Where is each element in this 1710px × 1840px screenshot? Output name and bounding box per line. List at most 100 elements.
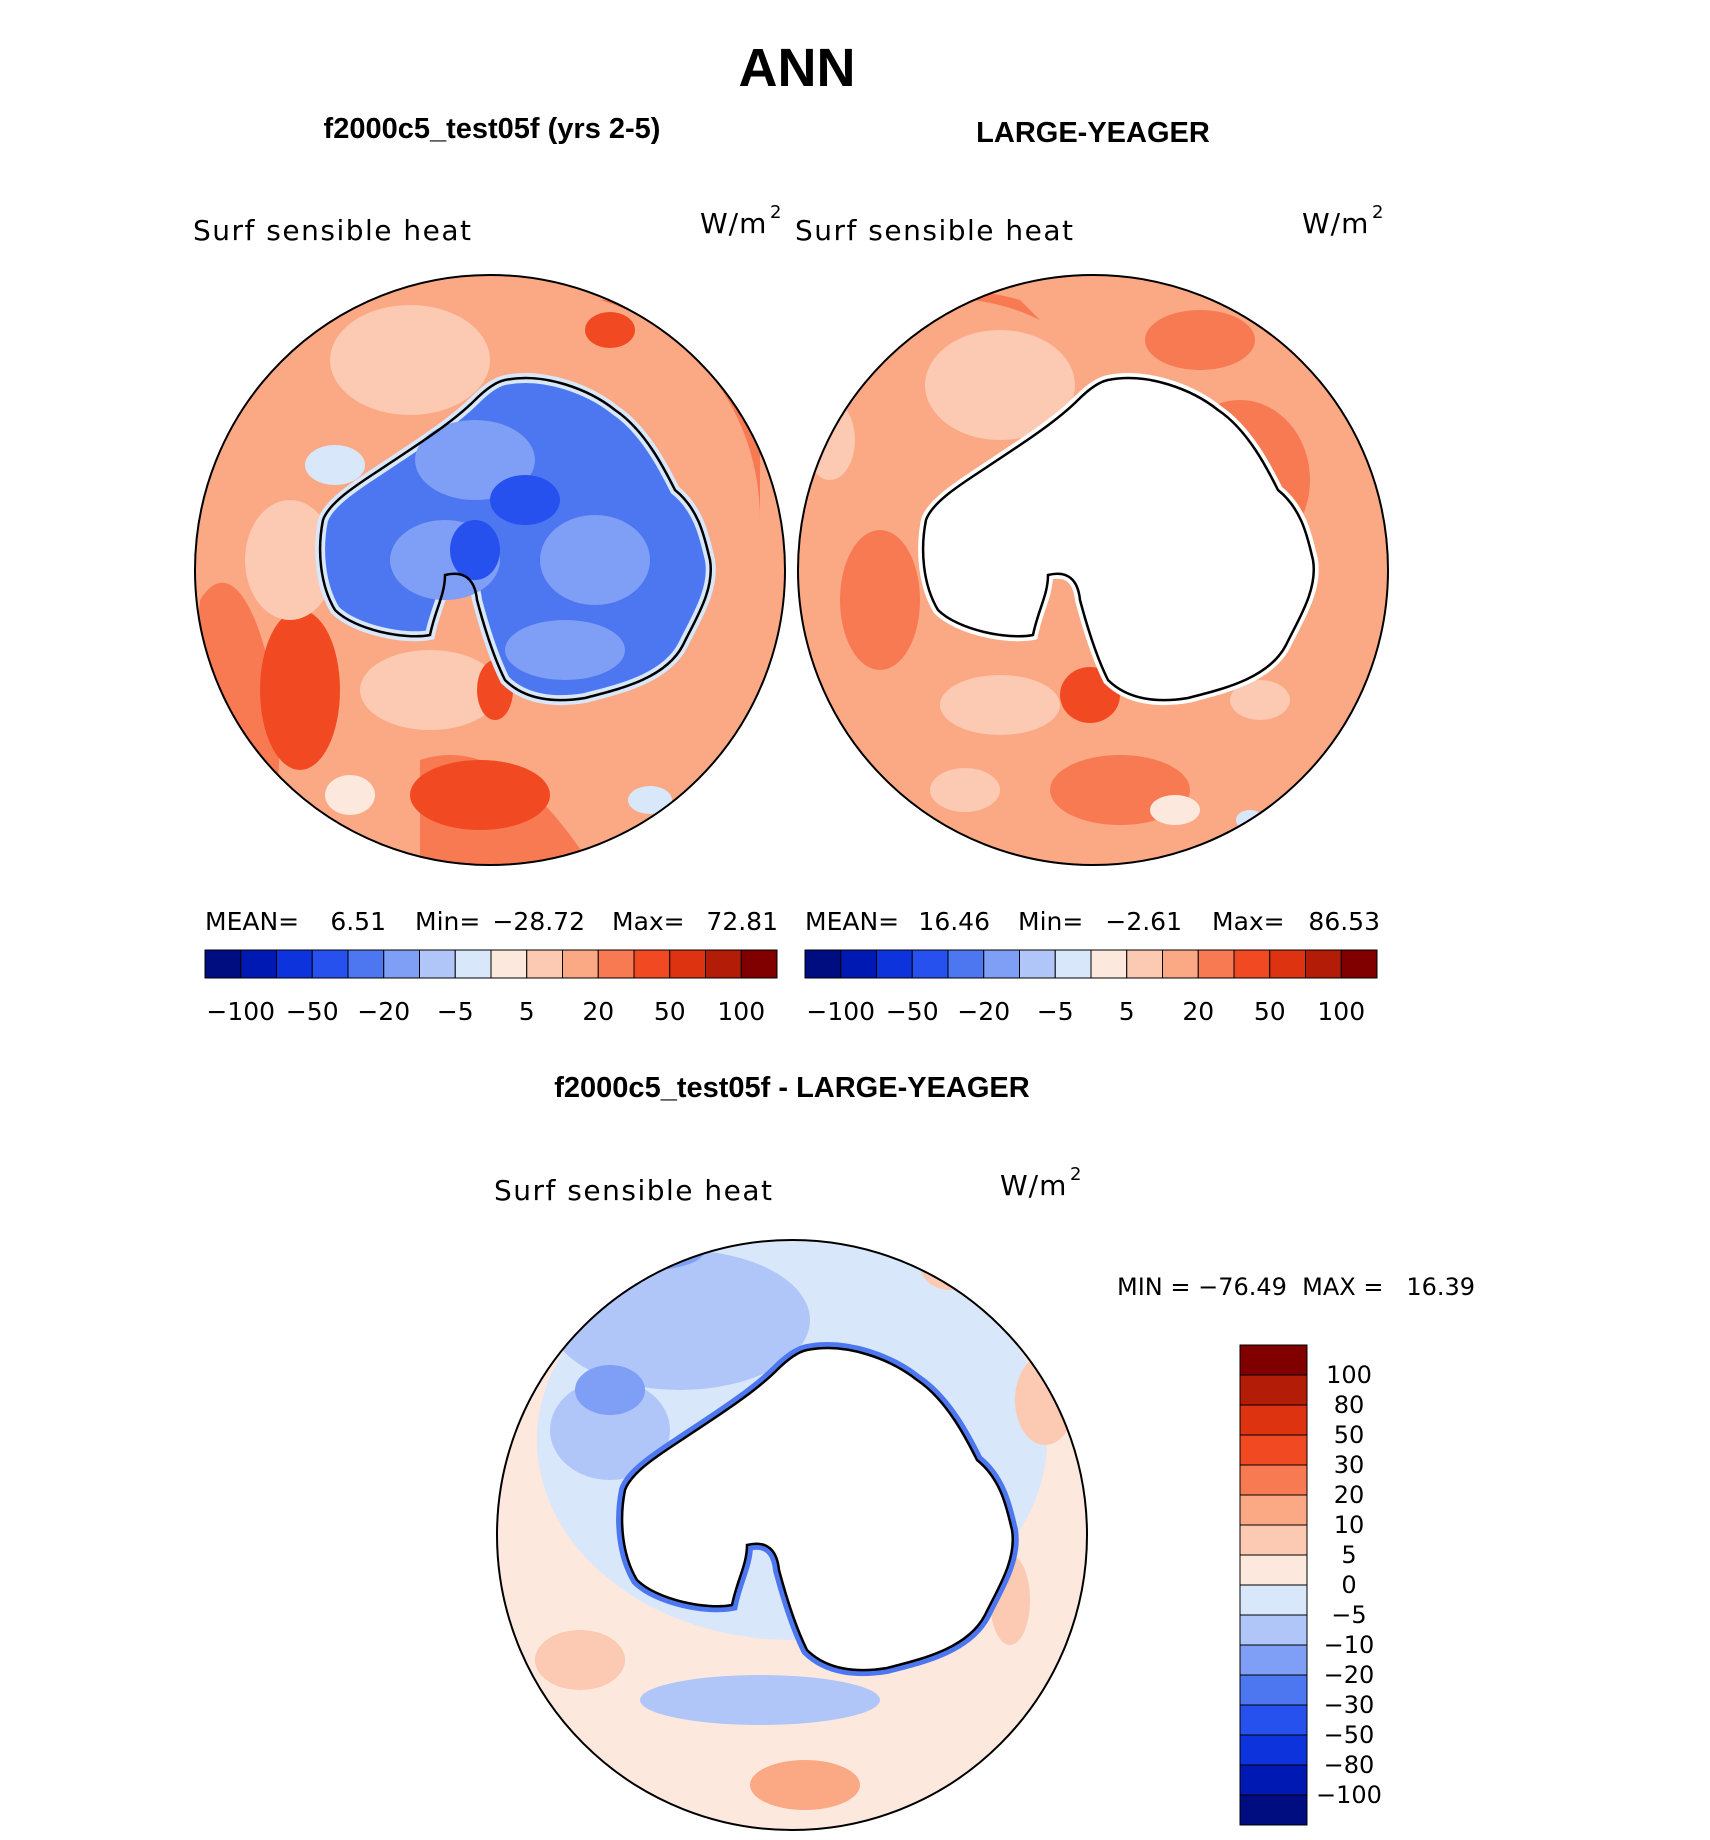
panel-test-min-label: Min= <box>415 907 480 936</box>
colorbar-swatch <box>562 949 599 979</box>
panel-control-max-value: 86.53 <box>1308 907 1380 936</box>
colorbar-swatch <box>911 949 949 979</box>
panel-test-heading: f2000c5_test05f (yrs 2-5) <box>324 113 661 145</box>
colorbar-swatch <box>1239 1494 1308 1526</box>
colorbar-swatch <box>490 949 528 979</box>
colorbar-tick-label: −50 <box>286 997 339 1026</box>
colorbar-tick-label: −80 <box>1324 1751 1375 1779</box>
colorbar-swatch <box>1239 1344 1308 1376</box>
colorbar-tick-label: 0 <box>1341 1571 1356 1599</box>
panel-test-variable: Surf sensible heat <box>193 214 473 247</box>
colorbar-tick-label: −50 <box>886 997 939 1026</box>
colorbar-swatch <box>454 949 492 979</box>
panel-test-mean-label: MEAN= <box>205 907 299 936</box>
colorbar-swatch <box>1054 949 1092 979</box>
colorbar-swatch <box>240 949 277 979</box>
colorbar-tick-label: −100 <box>206 997 275 1026</box>
colorbar-swatch <box>1305 949 1342 979</box>
diff-units-exp: 2 <box>1070 1164 1081 1185</box>
panel-control-units: W/m <box>1302 207 1369 240</box>
colorbar-tick-label: −20 <box>957 997 1010 1026</box>
colorbar-swatch <box>740 949 778 979</box>
colorbar-swatch <box>876 949 913 979</box>
panel-control: LARGE-YEAGER Surf sensible heat W/m 2 <box>795 117 1389 1026</box>
colorbar-tick-label: −5 <box>1331 1601 1366 1629</box>
colorbar-tick-label: 5 <box>519 997 535 1026</box>
colorbar-tick-label: −5 <box>1037 997 1074 1026</box>
colorbar-swatch <box>1162 949 1199 979</box>
colorbar-swatch <box>1239 1614 1308 1646</box>
panel-control-units-exp: 2 <box>1372 202 1383 223</box>
panel-control-mean-value: 16.46 <box>918 907 990 936</box>
colorbar-swatch <box>1239 1644 1308 1676</box>
polar-map-control <box>798 275 1388 865</box>
colorbar-tick-label: −50 <box>1324 1721 1375 1749</box>
diff-minmax: MIN = −76.49 MAX = 16.39 <box>1117 1273 1475 1301</box>
colorbar-swatch <box>1239 1434 1308 1466</box>
colorbar-swatch <box>1233 949 1271 979</box>
colorbar-swatch <box>1269 949 1306 979</box>
polar-map-difference <box>497 1240 1087 1830</box>
colorbar-swatch <box>383 949 420 979</box>
colorbar-tick-label: −100 <box>806 997 875 1026</box>
colorbar-control: −100 −50 −20 −5 5 20 50 100 <box>804 949 1378 1026</box>
colorbar-tick-label: −30 <box>1324 1691 1375 1719</box>
colorbar-swatch <box>276 949 313 979</box>
colorbar-tick-label: 10 <box>1334 1511 1365 1539</box>
colorbar-tick-label: −5 <box>437 997 474 1026</box>
panel-test-units-exp: 2 <box>770 202 781 223</box>
panel-test: f2000c5_test05f (yrs 2-5) Surf sensible … <box>193 113 786 1026</box>
colorbar-swatch <box>311 949 349 979</box>
colorbar-swatch <box>1197 949 1235 979</box>
colorbar-tick-label: −20 <box>357 997 410 1026</box>
colorbar-swatch <box>1239 1524 1308 1556</box>
colorbar-swatch <box>1090 949 1128 979</box>
colorbar-swatch <box>1239 1584 1308 1616</box>
colorbar-swatch <box>597 949 635 979</box>
colorbar-tick-label: 5 <box>1341 1541 1356 1569</box>
panel-test-max-value: 72.81 <box>706 907 778 936</box>
panel-test-max-label: Max= <box>612 907 685 936</box>
colorbar-swatch <box>705 949 742 979</box>
colorbar-swatch <box>1239 1464 1308 1496</box>
panel-control-max-label: Max= <box>1212 907 1285 936</box>
colorbar-swatch <box>1239 1554 1308 1586</box>
colorbar-swatch <box>983 949 1020 979</box>
panel-control-min-value: −2.61 <box>1105 907 1182 936</box>
colorbar-swatch <box>804 949 842 979</box>
diff-heading: f2000c5_test05f - LARGE-YEAGER <box>554 1072 1029 1104</box>
figure-title: ANN <box>739 38 856 98</box>
panel-control-mean-label: MEAN= <box>805 907 899 936</box>
colorbar-swatch <box>947 949 985 979</box>
colorbar-swatch <box>1126 949 1163 979</box>
panel-difference: f2000c5_test05f - LARGE-YEAGER Surf sens… <box>494 1072 1475 1831</box>
diff-units: W/m <box>1000 1169 1067 1202</box>
colorbar-test: −100 −50 −20 −5 5 20 50 100 <box>204 949 778 1026</box>
colorbar-tick-label: 30 <box>1334 1451 1365 1479</box>
colorbar-tick-label: 50 <box>1334 1421 1365 1449</box>
colorbar-tick-label: 100 <box>1317 997 1365 1026</box>
colorbar-swatch <box>669 949 706 979</box>
colorbar-swatch <box>1340 949 1378 979</box>
colorbar-tick-label: 50 <box>654 997 686 1026</box>
colorbar-tick-label: 20 <box>1182 997 1214 1026</box>
panel-test-stats: MEAN= 6.51 Min= −28.72 Max= 72.81 <box>205 907 778 936</box>
colorbar-tick-label: 20 <box>582 997 614 1026</box>
colorbar-swatch <box>1239 1374 1308 1406</box>
colorbar-swatch <box>1239 1794 1308 1826</box>
colorbar-swatch <box>1239 1734 1308 1766</box>
colorbar-swatch <box>526 949 563 979</box>
panel-test-units: W/m <box>700 207 767 240</box>
colorbar-swatch <box>1019 949 1056 979</box>
colorbar-swatch <box>1239 1704 1308 1736</box>
colorbar-tick-label: −10 <box>1324 1631 1375 1659</box>
panel-control-variable: Surf sensible heat <box>795 214 1075 247</box>
colorbar-tick-label: 100 <box>717 997 765 1026</box>
colorbar-swatch <box>1239 1404 1308 1436</box>
colorbar-swatch <box>1239 1674 1308 1706</box>
panel-control-heading: LARGE-YEAGER <box>976 117 1210 149</box>
polar-map-test <box>195 275 785 865</box>
colorbar-tick-label: −20 <box>1324 1661 1375 1689</box>
colorbar-swatch <box>840 949 877 979</box>
